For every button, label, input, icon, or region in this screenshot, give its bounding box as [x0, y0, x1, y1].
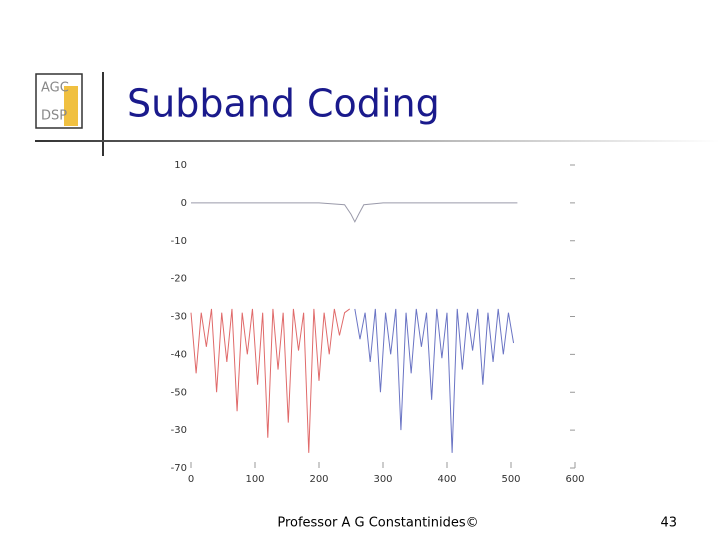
logo-top: AGC [41, 81, 69, 96]
series-line [190, 308, 351, 453]
logo-bottom: DSP [41, 109, 67, 124]
y-tick-label: -30 [171, 425, 187, 436]
divider-horizontal [35, 140, 720, 142]
series-line [354, 308, 515, 453]
page-number: 43 [660, 516, 677, 531]
series-line [191, 202, 518, 223]
logo-box [35, 73, 83, 129]
x-tick-label: 100 [245, 474, 264, 485]
y-tick-label: -70 [171, 463, 187, 474]
x-tick-label: 0 [188, 474, 194, 485]
x-tick-label: 200 [309, 474, 328, 485]
y-tick-label: -50 [171, 387, 187, 398]
y-tick-label: -30 [171, 312, 187, 323]
y-tick-label: 0 [181, 198, 187, 209]
y-tick-label: 10 [174, 160, 187, 171]
footer: Professor A G Constantinides© [277, 516, 478, 531]
x-tick-label: 600 [565, 474, 584, 485]
x-tick-label: 300 [373, 474, 392, 485]
logo-bar [64, 86, 78, 126]
x-tick-label: 400 [437, 474, 456, 485]
y-tick-label: -10 [171, 236, 187, 247]
y-tick-label: -40 [171, 349, 187, 360]
chart: 100-10-20-30-40-50-30-700 100 200 300 400 500… [171, 160, 585, 485]
y-tick-label: -20 [171, 274, 187, 285]
x-tick-label: 500 [501, 474, 520, 485]
slide-title: Subband Coding [127, 82, 440, 126]
